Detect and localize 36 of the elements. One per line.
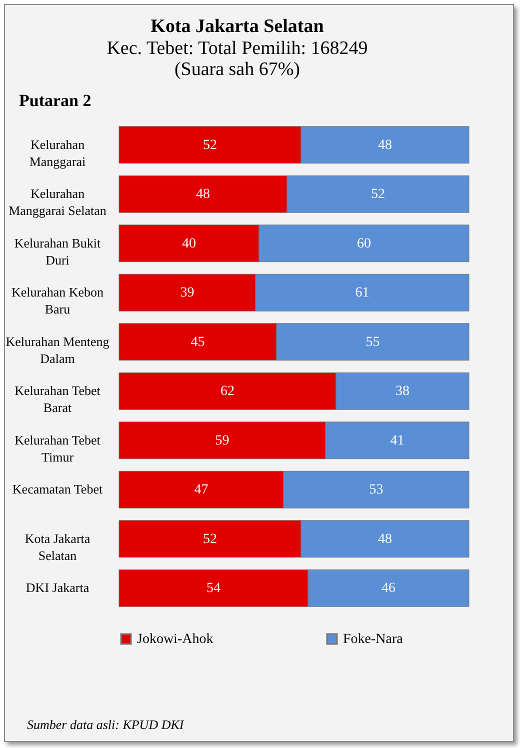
- y-tick-label: Kelurahan Tebet Timur: [14, 432, 101, 464]
- data-label: 39: [180, 286, 194, 301]
- data-label: 53: [369, 482, 384, 498]
- y-tick-label: Kelurahan Tebet Barat: [14, 383, 101, 416]
- data-label: 52: [203, 532, 217, 547]
- data-label: 54: [206, 581, 220, 596]
- text: Sumber data asli: KPUD DKI: [27, 717, 184, 733]
- y-tick-label: Kota Jakarta Selatan: [24, 530, 90, 563]
- chart-title: Kota Jakarta Selatan: [150, 16, 324, 37]
- data-label: 46: [382, 581, 396, 596]
- data-label: 60: [357, 236, 371, 252]
- data-label: 62: [220, 384, 234, 400]
- data-label: 48: [378, 138, 392, 153]
- y-tick-label: DKI Jakarta: [26, 580, 90, 596]
- legend-label: Jokowi-Ahok: [137, 632, 214, 647]
- data-label: 48: [378, 532, 392, 547]
- data-label: 40: [182, 236, 196, 252]
- data-label: 41: [390, 433, 404, 448]
- data-label: 48: [196, 187, 210, 202]
- chart-subtitle: Kec. Tebet: Total Pemilih: 168249 (Suara sah 67%): [106, 38, 368, 80]
- data-label: 45: [190, 334, 205, 350]
- y-tick-label: Kelurahan Menteng Dalam: [6, 334, 110, 366]
- data-label: 55: [366, 334, 380, 350]
- data-label: 52: [371, 187, 385, 202]
- y-tick-label: Kelurahan Manggarai: [29, 136, 86, 169]
- data-label: 59: [215, 433, 230, 448]
- legend-label: Foke-Nara: [343, 632, 404, 647]
- data-label: 61: [355, 286, 370, 301]
- data-label: 38: [396, 384, 410, 400]
- data-label: 47: [194, 482, 208, 498]
- y-tick-label: Kelurahan Kebon Baru: [11, 284, 104, 317]
- data-label: 52: [203, 138, 217, 153]
- y-tick-label: Kelurahan Manggarai Selatan: [8, 186, 107, 218]
- text: Putaran 2: [19, 91, 92, 111]
- y-tick-label: Kecamatan Tebet: [12, 482, 103, 497]
- y-tick-label: Kelurahan Bukit Duri: [14, 235, 102, 268]
